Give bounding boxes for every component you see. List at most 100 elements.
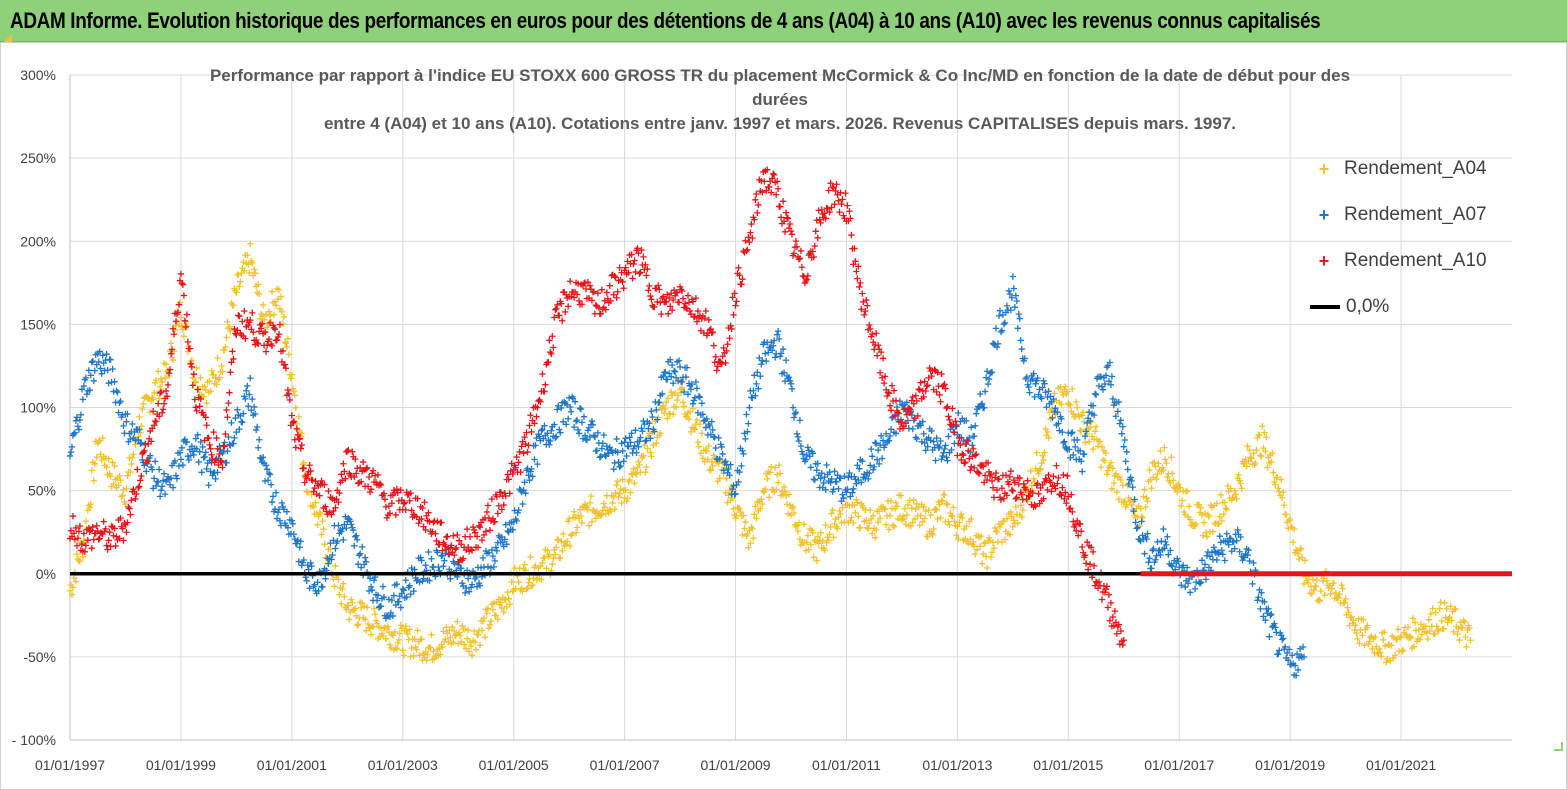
a10-point <box>1077 528 1085 535</box>
a04-point <box>830 534 837 541</box>
series-rendement-a10 <box>66 166 1127 649</box>
a04-point <box>129 454 136 461</box>
a04-point <box>1356 640 1363 647</box>
a10-point <box>419 504 426 512</box>
a10-point <box>613 294 620 302</box>
a10-point <box>944 403 951 410</box>
a07-point <box>386 613 394 621</box>
a10-point <box>72 524 80 532</box>
a04-point <box>704 456 712 463</box>
a10-point <box>1101 589 1109 596</box>
a07-point <box>1294 666 1302 674</box>
a07-point <box>1201 561 1209 568</box>
a10-point <box>352 455 359 463</box>
a04-point <box>785 491 793 498</box>
a04-point <box>775 462 783 469</box>
a07-point <box>175 462 183 470</box>
a10-point <box>80 530 88 537</box>
a04-point <box>1115 495 1123 503</box>
a04-point <box>853 496 860 503</box>
a07-point <box>492 544 500 551</box>
a04-point <box>1425 616 1433 623</box>
a07-point <box>339 525 346 532</box>
a04-point <box>1051 390 1058 397</box>
a10-point <box>336 489 343 497</box>
a07-point <box>759 357 766 364</box>
a10-point <box>349 448 356 455</box>
a04-point <box>408 644 415 652</box>
a10-point <box>873 352 881 359</box>
a10-point <box>495 502 503 510</box>
a07-point <box>692 378 700 386</box>
a10-point <box>891 412 899 420</box>
a07-point <box>790 414 798 421</box>
a07-point <box>736 468 743 476</box>
a10-point <box>1031 501 1038 509</box>
a04-point <box>1203 533 1211 540</box>
a07-point <box>1129 483 1136 491</box>
a04-point <box>87 500 94 508</box>
a10-point <box>178 280 186 287</box>
expand-corner-icon[interactable] <box>1552 740 1564 752</box>
a07-point <box>1067 454 1074 462</box>
a07-point <box>582 436 590 443</box>
a07-point <box>1216 532 1224 540</box>
a04-point <box>657 429 664 437</box>
a04-point <box>549 560 556 568</box>
a07-point <box>1056 427 1063 434</box>
a04-point <box>439 643 446 651</box>
a10-point <box>1024 477 1031 484</box>
a07-point <box>212 475 219 483</box>
a04-point <box>157 375 165 383</box>
a04-point <box>130 451 137 458</box>
a10-point <box>1040 495 1047 502</box>
a07-point <box>1125 480 1132 488</box>
a07-point <box>552 434 559 442</box>
a04-point <box>582 503 590 510</box>
a10-point <box>438 519 445 526</box>
a04-point <box>558 538 565 545</box>
a10-point <box>796 255 804 262</box>
a07-point <box>593 447 601 454</box>
a10-point <box>788 231 796 238</box>
a07-point <box>1291 662 1299 669</box>
a10-point <box>148 438 155 445</box>
a04-point <box>173 318 181 326</box>
a04-point <box>970 538 977 546</box>
a04-point <box>393 645 401 653</box>
a07-point <box>803 451 811 459</box>
a10-point <box>792 237 800 245</box>
a04-point <box>423 657 430 664</box>
a07-point <box>77 411 85 419</box>
a10-point <box>573 291 581 298</box>
a07-point <box>1013 297 1021 305</box>
a04-point <box>339 585 346 593</box>
a10-point <box>816 216 823 223</box>
a04-point <box>1382 642 1389 650</box>
a07-point <box>765 349 772 356</box>
a10-point <box>1070 518 1077 525</box>
a10-point <box>664 291 671 298</box>
a04-point <box>892 499 900 506</box>
a04-point <box>117 476 124 484</box>
a04-point <box>272 302 280 309</box>
a10-point <box>590 288 598 295</box>
a10-point <box>281 361 289 368</box>
a10-point <box>239 318 246 325</box>
a04-point <box>758 496 765 503</box>
a10-point <box>1053 462 1060 469</box>
a10-point <box>774 185 782 192</box>
a04-point <box>729 494 736 502</box>
a07-point <box>921 439 928 447</box>
a07-point <box>488 546 496 554</box>
a04-point <box>1227 485 1234 492</box>
a07-point <box>307 559 314 567</box>
a04-point <box>687 428 695 436</box>
y-tick-label: -50% <box>23 649 56 665</box>
a07-point <box>322 575 329 582</box>
a07-point <box>796 417 804 424</box>
a10-point <box>751 216 758 223</box>
a04-point <box>1086 424 1094 431</box>
a07-point <box>489 552 497 560</box>
a10-point <box>614 288 621 295</box>
